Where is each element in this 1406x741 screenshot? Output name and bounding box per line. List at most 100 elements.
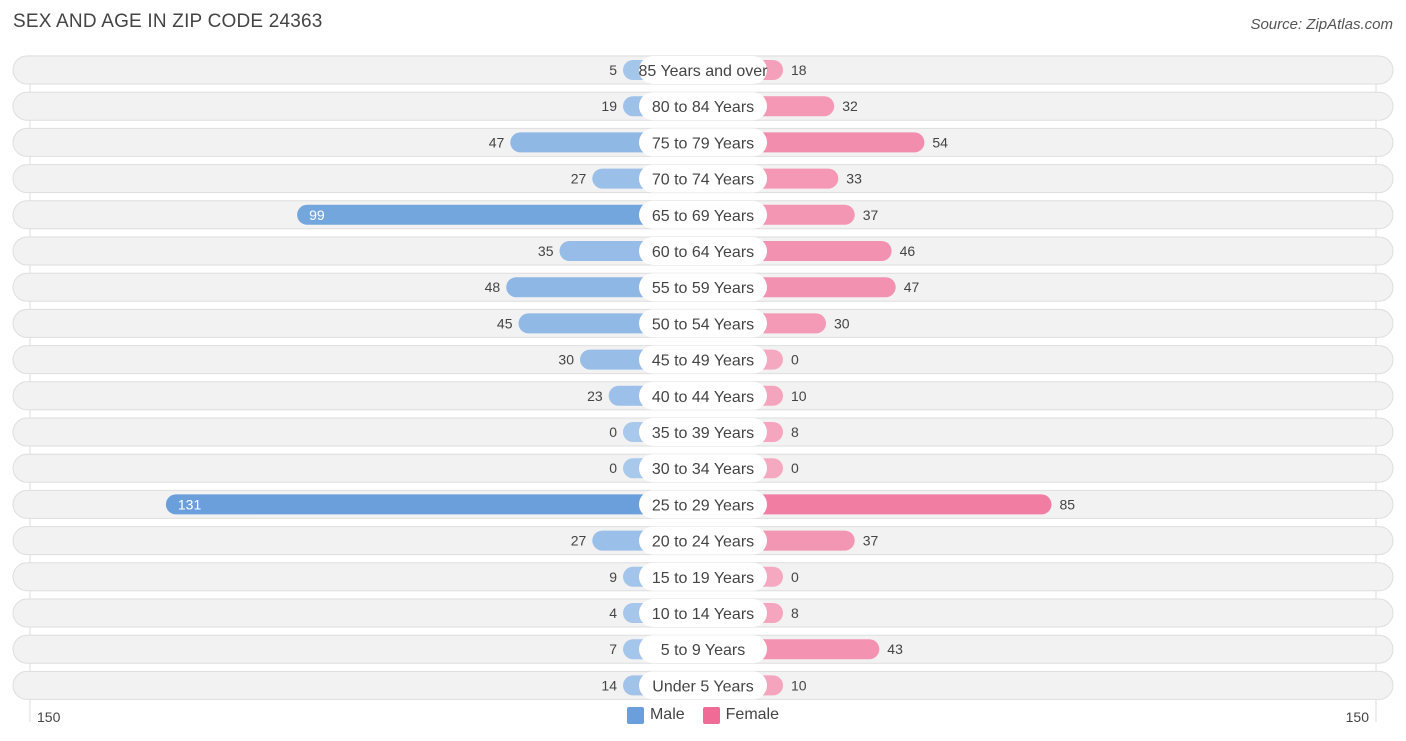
axis-right-label: 150 bbox=[1346, 709, 1370, 725]
male-value-label: 14 bbox=[601, 677, 617, 693]
category-pill bbox=[639, 237, 767, 265]
category-pill bbox=[639, 92, 767, 121]
category-pill bbox=[639, 418, 767, 446]
category-label: 70 to 74 Years bbox=[652, 172, 754, 189]
chart-legend: Male Female bbox=[0, 706, 1406, 724]
legend-label-male: Male bbox=[649, 706, 685, 723]
category-label: 50 to 54 Years bbox=[652, 316, 754, 333]
male-value-label: 99 bbox=[309, 207, 325, 223]
male-value-label: 131 bbox=[178, 496, 202, 512]
female-value-label: 54 bbox=[932, 134, 948, 150]
category-label: 80 to 84 Years bbox=[652, 99, 754, 116]
female-bar bbox=[703, 494, 1052, 515]
female-value-label: 0 bbox=[791, 569, 799, 585]
male-value-label: 0 bbox=[609, 424, 617, 440]
category-pill bbox=[639, 490, 767, 519]
category-label: 30 to 34 Years bbox=[652, 461, 754, 478]
category-pill bbox=[639, 56, 767, 84]
row-30-to-34-years: 30 to 34 Years 0 0 bbox=[12, 453, 1394, 483]
female-value-label: 18 bbox=[791, 62, 807, 78]
category-label: 45 to 49 Years bbox=[652, 353, 754, 370]
row-15-to-19-years: 15 to 19 Years 9 0 bbox=[12, 562, 1394, 592]
category-label: 25 to 29 Years bbox=[652, 497, 754, 514]
female-value-label: 47 bbox=[904, 279, 920, 295]
category-pill bbox=[639, 381, 767, 410]
row-10-to-14-years: 10 to 14 Years 4 8 bbox=[12, 598, 1394, 628]
category-pill bbox=[639, 128, 767, 157]
row-85-years-and-over: 85 Years and over 5 18 bbox=[12, 55, 1394, 85]
category-label: 60 to 64 Years bbox=[652, 244, 754, 261]
category-label: 65 to 69 Years bbox=[652, 208, 754, 225]
female-value-label: 0 bbox=[791, 460, 799, 476]
row-60-to-64-years: 60 to 64 Years 35 46 bbox=[12, 236, 1394, 266]
female-value-label: 0 bbox=[791, 352, 799, 368]
category-label: 15 to 19 Years bbox=[652, 570, 754, 587]
row-under-5-years: Under 5 Years 14 10 bbox=[12, 670, 1394, 700]
male-value-label: 7 bbox=[609, 641, 617, 657]
female-value-label: 32 bbox=[842, 98, 858, 114]
category-pill bbox=[639, 671, 767, 700]
row-20-to-24-years: 20 to 24 Years 27 37 bbox=[12, 526, 1394, 556]
male-value-label: 47 bbox=[489, 134, 505, 150]
male-value-label: 5 bbox=[609, 62, 617, 78]
category-pill bbox=[639, 200, 767, 229]
female-value-label: 30 bbox=[834, 315, 850, 331]
female-value-label: 37 bbox=[863, 207, 879, 223]
row-65-to-69-years: 65 to 69 Years 99 37 bbox=[12, 200, 1394, 230]
category-label: 75 to 79 Years bbox=[652, 135, 754, 152]
legend-label-female: Female bbox=[725, 706, 780, 723]
row-25-to-29-years: 25 to 29 Years 131 85 bbox=[12, 489, 1394, 519]
category-label: 10 to 14 Years bbox=[652, 606, 754, 623]
female-value-label: 10 bbox=[791, 677, 807, 693]
female-value-label: 10 bbox=[791, 388, 807, 404]
male-value-label: 4 bbox=[609, 605, 617, 621]
category-pill bbox=[639, 635, 767, 664]
category-label: 40 to 44 Years bbox=[652, 389, 754, 406]
row-35-to-39-years: 35 to 39 Years 0 8 bbox=[12, 417, 1394, 447]
male-value-label: 30 bbox=[558, 352, 574, 368]
legend-item-female: Female bbox=[702, 706, 780, 724]
category-label: 35 to 39 Years bbox=[652, 425, 754, 442]
category-label: 55 to 59 Years bbox=[652, 280, 754, 297]
category-pill bbox=[639, 454, 767, 483]
female-swatch bbox=[702, 706, 720, 724]
row-45-to-49-years: 45 to 49 Years 30 0 bbox=[12, 345, 1394, 375]
male-swatch bbox=[626, 706, 644, 724]
male-value-label: 9 bbox=[609, 569, 617, 585]
category-label: 5 to 9 Years bbox=[661, 642, 746, 659]
category-pill bbox=[639, 526, 767, 555]
female-value-label: 85 bbox=[1060, 496, 1076, 512]
female-value-label: 8 bbox=[791, 424, 799, 440]
row-80-to-84-years: 80 to 84 Years 19 32 bbox=[12, 91, 1394, 121]
chart-title: SEX AND AGE IN ZIP CODE 24363 bbox=[13, 11, 323, 32]
category-label: 20 to 24 Years bbox=[652, 534, 754, 551]
category-pill bbox=[639, 273, 767, 302]
category-label: 85 Years and over bbox=[639, 63, 769, 80]
row-40-to-44-years: 40 to 44 Years 23 10 bbox=[12, 381, 1394, 411]
male-value-label: 23 bbox=[587, 388, 603, 404]
axis-left-label: 150 bbox=[37, 709, 61, 725]
category-pill bbox=[639, 562, 767, 591]
male-value-label: 0 bbox=[609, 460, 617, 476]
male-value-label: 45 bbox=[497, 315, 513, 331]
male-bar bbox=[297, 204, 703, 225]
male-value-label: 48 bbox=[485, 279, 501, 295]
male-value-label: 27 bbox=[571, 171, 587, 187]
chart-source: Source: ZipAtlas.com bbox=[1250, 16, 1393, 33]
female-value-label: 37 bbox=[863, 533, 879, 549]
category-pill bbox=[639, 309, 767, 338]
category-label: Under 5 Years bbox=[652, 678, 753, 695]
female-value-label: 8 bbox=[791, 605, 799, 621]
row-5-to-9-years: 5 to 9 Years 7 43 bbox=[12, 634, 1394, 664]
legend-item-male: Male bbox=[626, 706, 685, 724]
male-value-label: 27 bbox=[571, 533, 587, 549]
male-value-label: 35 bbox=[538, 243, 554, 259]
row-75-to-79-years: 75 to 79 Years 47 54 bbox=[12, 127, 1394, 157]
row-55-to-59-years: 55 to 59 Years 48 47 bbox=[12, 272, 1394, 302]
row-50-to-54-years: 50 to 54 Years 45 30 bbox=[12, 308, 1394, 338]
male-value-label: 19 bbox=[601, 98, 617, 114]
male-bar bbox=[165, 494, 703, 515]
category-pill bbox=[639, 345, 767, 374]
category-pill bbox=[639, 164, 767, 193]
